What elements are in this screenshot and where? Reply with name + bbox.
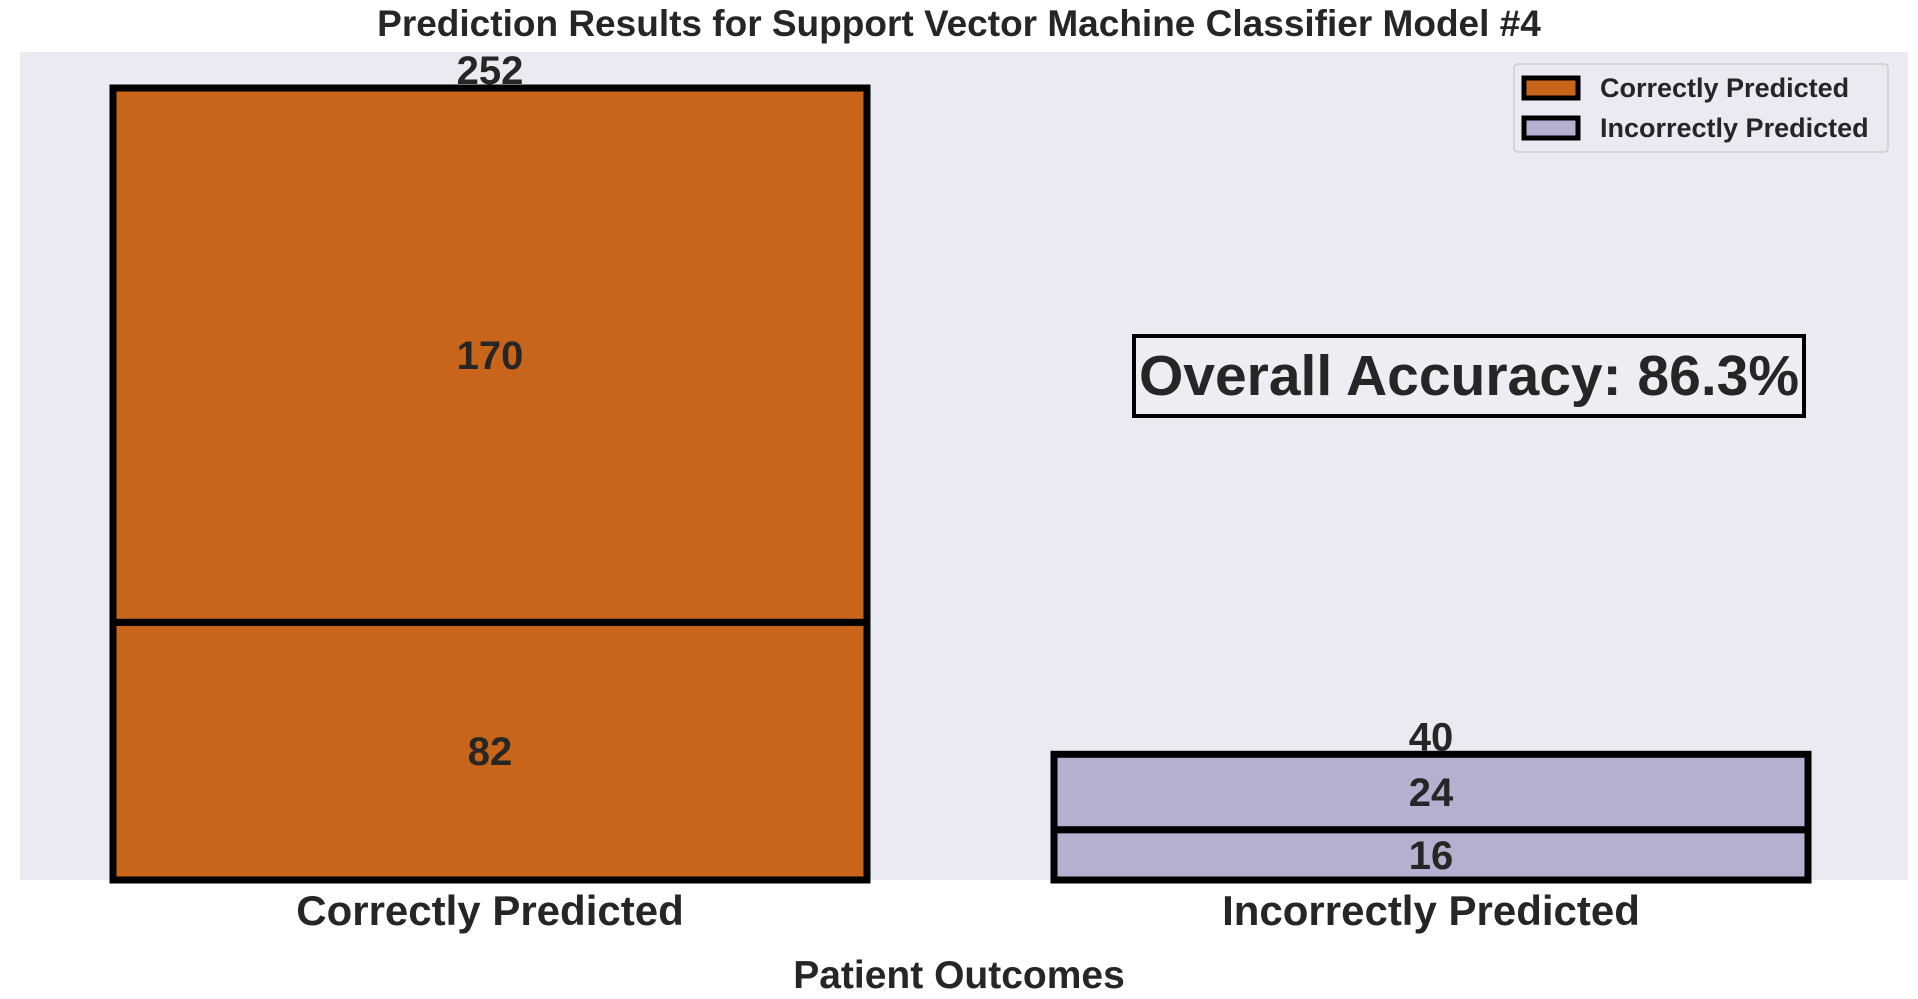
x-axis-label: Patient Outcomes (793, 954, 1125, 997)
accuracy-annotation-box (1132, 334, 1806, 418)
accuracy-annotation: Overall Accuracy: 86.3% (1132, 334, 1806, 418)
bar-total-label: 252 (457, 49, 524, 93)
bar-segment-label: 24 (1409, 771, 1454, 815)
bar-segment-label: 16 (1409, 834, 1454, 878)
bar-total-label: 40 (1409, 715, 1454, 759)
bar-segment-label: 170 (457, 334, 524, 378)
x-tick-labels: Correctly Predicted Incorrectly Predicted (296, 887, 1640, 934)
legend: Correctly Predicted Incorrectly Predicted (1513, 63, 1889, 153)
bars-layer (109, 84, 1812, 884)
legend-swatch (1521, 115, 1581, 141)
chart-title: Prediction Results for Support Vector Ma… (377, 3, 1541, 44)
legend-label: Incorrectly Predicted (1600, 113, 1869, 143)
legend-label: Correctly Predicted (1600, 73, 1849, 103)
legend-frame (1513, 63, 1889, 153)
bar-segment (109, 84, 871, 626)
x-tick-label: Correctly Predicted (296, 887, 683, 934)
x-tick-label: Incorrectly Predicted (1222, 887, 1640, 934)
bar-segment (1050, 750, 1812, 834)
bar-segment-label: 82 (468, 730, 513, 774)
legend-swatch (1521, 75, 1581, 101)
bar-segment (109, 618, 871, 884)
accuracy-annotation-text: Overall Accuracy: 86.3% (1139, 344, 1799, 408)
bar-labels-layer: 82 170 252 16 24 40 (457, 49, 1454, 878)
bar-segment (1050, 826, 1812, 884)
